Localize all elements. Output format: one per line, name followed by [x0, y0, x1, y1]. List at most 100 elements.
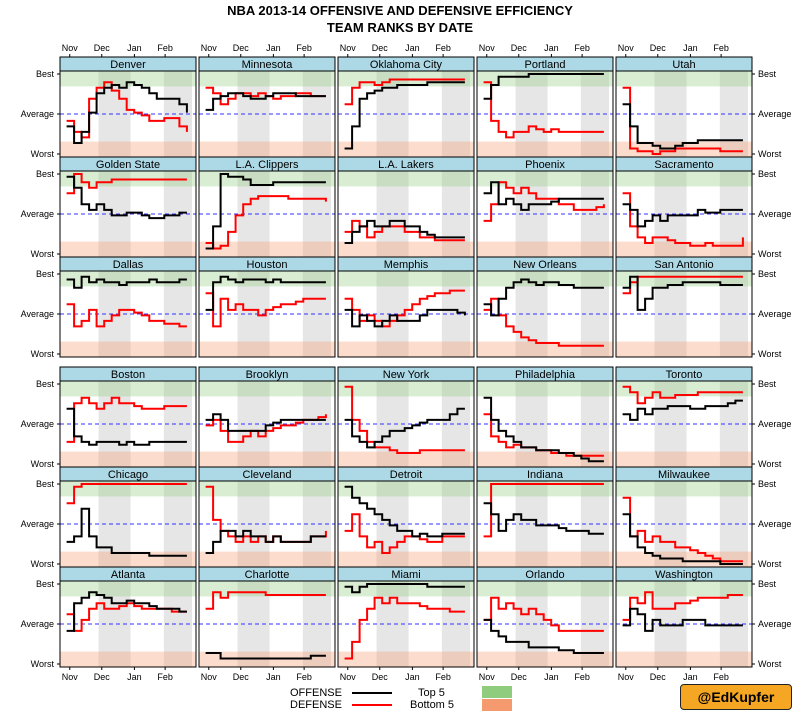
- bottom5-band: [60, 451, 196, 467]
- x-tick-label: Nov: [340, 43, 357, 53]
- panel-title: L.A. Clippers: [236, 159, 299, 171]
- top5-band: [477, 171, 613, 187]
- bottom5-band: [199, 451, 335, 467]
- x-tick-label: Dec: [650, 43, 667, 53]
- offense-line: [344, 407, 465, 449]
- x-tick-label: Dec: [650, 672, 667, 682]
- x-tick-label: Jan: [127, 43, 142, 53]
- y-tick-label: Worst: [758, 659, 782, 669]
- x-tick-label: Dec: [511, 43, 528, 53]
- panel-title: Philadelphia: [515, 369, 576, 381]
- offense-line: [344, 81, 465, 150]
- offense-line: [483, 618, 604, 654]
- x-tick-label: Feb: [296, 672, 312, 682]
- offense-line: [66, 407, 187, 446]
- x-tick-label: Dec: [233, 43, 250, 53]
- defense-line: [483, 81, 604, 139]
- offense-line: [344, 485, 465, 538]
- offense-line: [483, 502, 604, 535]
- bottom5-band: [338, 451, 474, 467]
- y-tick-label: Best: [36, 69, 55, 79]
- top5-band: [477, 381, 613, 397]
- x-tick-label: Nov: [62, 43, 79, 53]
- panel-title: New Orleans: [513, 259, 577, 271]
- panel-title: Denver: [110, 59, 146, 71]
- panel-frame: [198, 580, 336, 668]
- panel-title: Brooklyn: [246, 369, 289, 381]
- offense-line: [205, 652, 326, 660]
- offense-line: [344, 308, 466, 328]
- top5-band: [616, 481, 752, 497]
- offense-line: [66, 175, 187, 220]
- offense-line: [205, 529, 326, 554]
- top5-band: [338, 381, 474, 397]
- panel-title: Portland: [525, 59, 566, 71]
- panel-philadelphia: Philadelphia: [476, 366, 614, 468]
- defense-line: [344, 78, 465, 106]
- defense-line: [344, 596, 465, 660]
- y-tick-label: Worst: [758, 559, 782, 569]
- bottom5-band: [477, 551, 613, 567]
- y-tick-label: Best: [36, 169, 55, 179]
- y-tick-label: Average: [758, 419, 791, 429]
- x-tick-label: Jan: [544, 672, 559, 682]
- panel-title: Miami: [391, 569, 420, 581]
- panel-title: Milwaukee: [658, 469, 710, 481]
- legend-defense-label: DEFENSE: [290, 699, 342, 711]
- x-tick-label: Nov: [201, 43, 218, 53]
- x-tick-label: Jan: [266, 43, 281, 53]
- panel-title: Sacramento: [654, 159, 713, 171]
- defense-line: [622, 86, 743, 155]
- panel-title: Dallas: [113, 259, 144, 271]
- top5-band: [199, 381, 335, 397]
- panel-l-a-lakers: L.A. Lakers: [337, 156, 475, 258]
- top5-band: [477, 581, 613, 597]
- panel-title: Minnesota: [242, 59, 294, 71]
- panel-chicago: Chicago Best Average Worst: [21, 466, 197, 569]
- defense-line: [483, 596, 604, 632]
- bottom5-band: [199, 241, 335, 257]
- y-tick-label: Worst: [758, 349, 782, 359]
- bottom5-band: [60, 651, 196, 667]
- panel-frame: [198, 270, 336, 358]
- top5-band: [477, 271, 613, 287]
- panel-new-orleans: New Orleans: [476, 256, 614, 358]
- offense-line: [66, 81, 188, 144]
- top5-band: [616, 171, 752, 187]
- chart-title-line1: NBA 2013-14 OFFENSIVE AND DEFENSIVE EFFI…: [227, 3, 573, 18]
- x-tick-label: Feb: [435, 43, 451, 53]
- offense-line: [66, 591, 187, 632]
- y-tick-label: Average: [758, 519, 791, 529]
- bottom5-band: [477, 651, 613, 667]
- offense-line: [66, 275, 187, 289]
- x-tick-label: Feb: [713, 43, 729, 53]
- panel-title: San Antonio: [654, 259, 713, 271]
- top5-band: [338, 271, 474, 287]
- panel-dallas: Dallas Best Average Worst: [21, 256, 197, 359]
- y-tick-label: Average: [21, 309, 54, 319]
- offense-line: [622, 275, 743, 311]
- bottom5-band: [338, 551, 474, 567]
- x-tick-label: Jan: [405, 672, 420, 682]
- defense-line: [66, 173, 187, 195]
- panel-portland: Portland Nov Dec Jan Feb: [476, 43, 614, 158]
- x-tick-label: Nov: [618, 672, 635, 682]
- offense-line: [483, 278, 604, 317]
- top5-band: [60, 271, 196, 287]
- y-tick-label: Worst: [758, 149, 782, 159]
- panel-frame: [476, 580, 614, 668]
- offense-line: [622, 203, 743, 228]
- x-tick-label: Dec: [372, 43, 389, 53]
- y-tick-label: Best: [36, 579, 55, 589]
- panel-frame: [337, 270, 475, 358]
- panel-title: Oklahoma City: [370, 59, 443, 71]
- panel-denver: Denver Nov Dec Jan Feb Best Average Worst: [21, 43, 197, 159]
- panel-golden-state: Golden State Best Average Worst: [21, 156, 197, 259]
- offense-line: [205, 92, 326, 111]
- x-tick-label: Jan: [683, 672, 698, 682]
- panel-atlanta: Atlanta Nov Dec Jan Feb Best Average Worst: [21, 566, 197, 682]
- bottom5-band: [338, 651, 474, 667]
- panel-phoenix: Phoenix: [476, 156, 614, 258]
- panel-title: Indiana: [527, 469, 564, 481]
- defense-line: [483, 181, 605, 222]
